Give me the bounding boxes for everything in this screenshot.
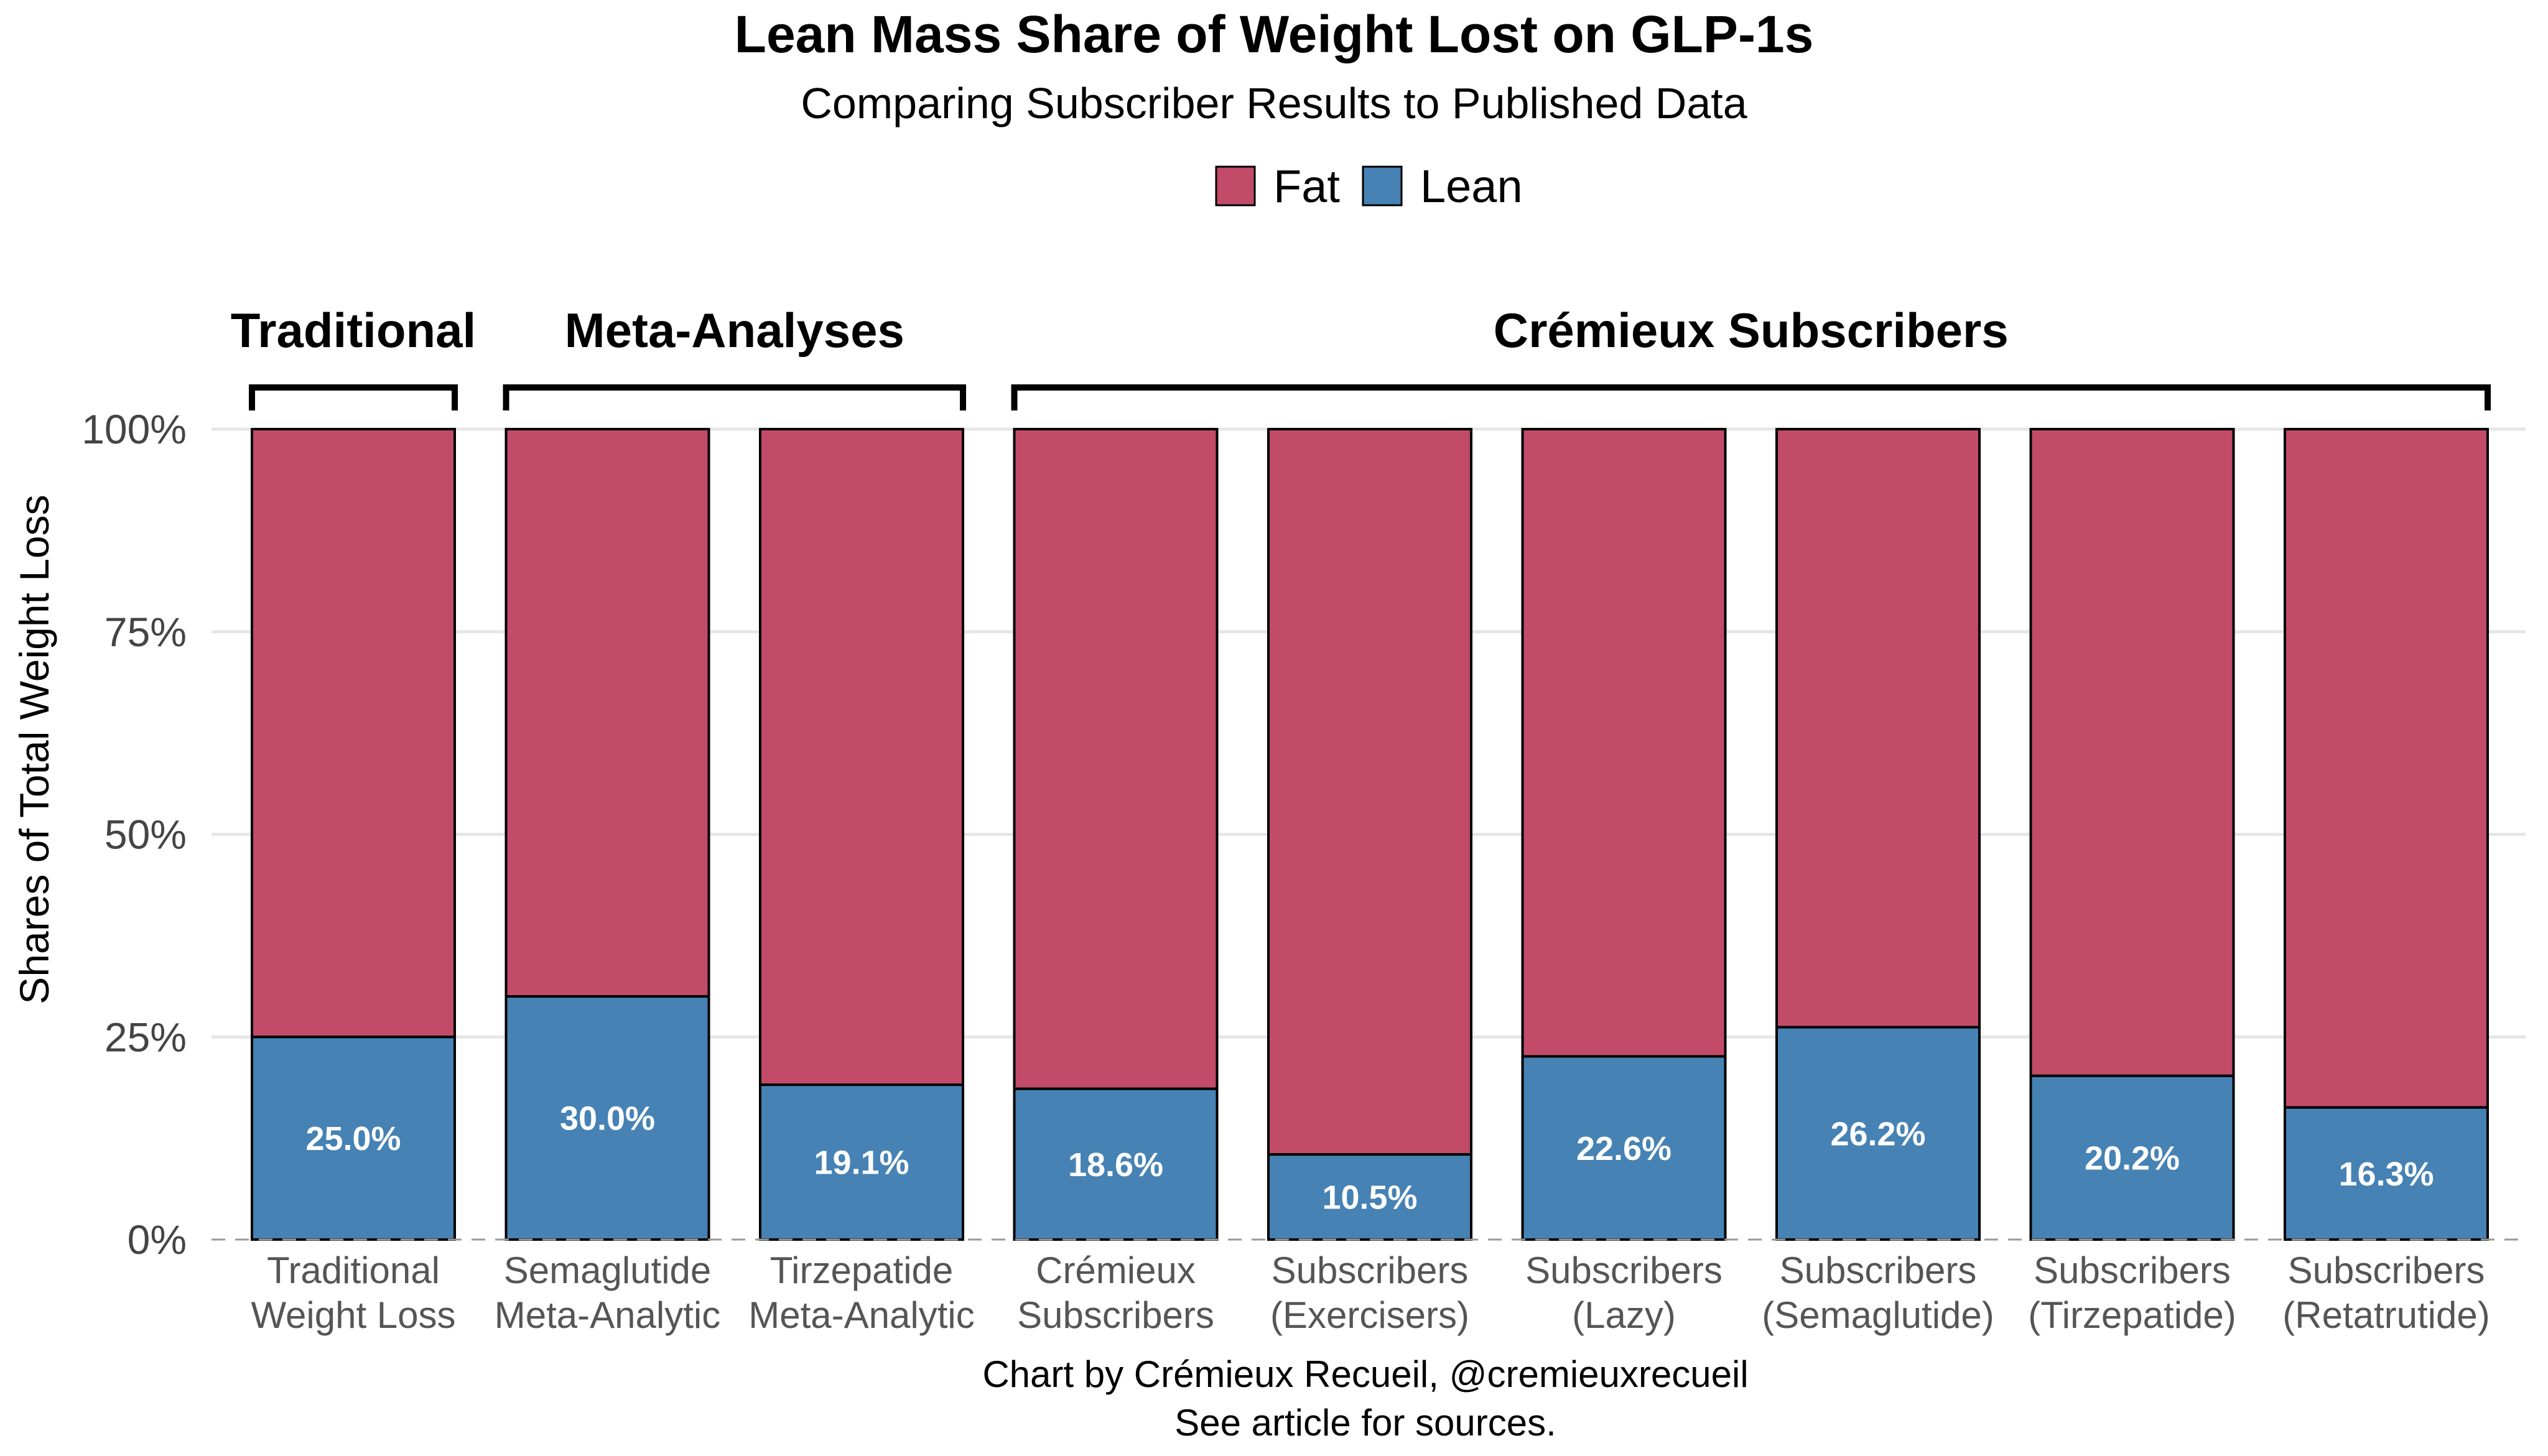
chart-subtitle: Comparing Subscriber Results to Publishe…: [801, 79, 1747, 128]
legend: Fat Lean: [1215, 160, 1523, 212]
x-tick-label: Crémieux Subscribers: [1017, 1250, 1214, 1336]
group-bracket: [1011, 384, 2491, 410]
legend-lean-label: Lean: [1420, 160, 1523, 212]
value-labels: 25.0% 30.0% 19.1% 18.6% 10.5% 22.6% 26.2% 20.2%…: [305, 1100, 2434, 1217]
y-tick-label: 100%: [81, 406, 187, 452]
legend-fat-swatch: [1215, 165, 1256, 206]
bar-fat: [251, 428, 456, 1039]
x-tick-label: Traditional Weight Loss: [251, 1250, 455, 1336]
x-tick-label: Semaglutide Meta-Analytic: [495, 1250, 720, 1336]
bar-lean: [2284, 1106, 2489, 1241]
legend-lean-swatch: [1362, 165, 1403, 206]
caption-line-1: Chart by Crémieux Recueil, @cremieuxrecu…: [982, 1353, 1748, 1395]
group-label: Crémieux Subscribers: [1494, 303, 2009, 358]
x-tick-label: Subscribers (Lazy): [1525, 1250, 1723, 1336]
group-bracket: [249, 384, 458, 410]
bar-lean: [1267, 1153, 1472, 1241]
y-axis-label: Shares of Total Weight Loss: [11, 494, 57, 1004]
bar-value-label: 18.6%: [1068, 1146, 1163, 1184]
x-tick-label: Subscribers (Retatrutide): [2282, 1250, 2490, 1336]
bar-value-label: 26.2%: [1830, 1115, 1925, 1152]
bar-fat: [2029, 428, 2235, 1077]
y-tick-label: 0%: [128, 1217, 187, 1263]
bar-fat: [1267, 428, 1472, 1156]
bar-lean: [1775, 1026, 1981, 1241]
bar-value-label: 25.0%: [305, 1120, 401, 1157]
bar-value-label: 10.5%: [1322, 1179, 1417, 1217]
x-tick-label: Subscribers (Semaglutide): [1762, 1250, 1994, 1336]
bar-lean: [504, 995, 710, 1241]
bar-lean: [2029, 1074, 2235, 1241]
group-label: Meta-Analyses: [565, 303, 904, 358]
bar-value-label: 22.6%: [1576, 1130, 1672, 1167]
y-tick-label: 25%: [105, 1014, 187, 1060]
bar-value-label: 30.0%: [560, 1100, 655, 1138]
bar-fat: [1775, 428, 1981, 1029]
bar-value-label: 16.3%: [2338, 1156, 2434, 1193]
bar-lean: [1013, 1087, 1219, 1241]
bar-fat: [2284, 428, 2489, 1109]
bar-lean: [1521, 1055, 1727, 1241]
group-label: Traditional: [231, 303, 476, 358]
x-tick-label: Subscribers (Tirzepatide): [2028, 1250, 2236, 1336]
bar-value-label: 20.2%: [2085, 1139, 2180, 1177]
bar-fat: [1521, 428, 1727, 1058]
bar-fat: [504, 428, 710, 998]
group-bracket: [503, 384, 966, 410]
x-axis-ticks: Traditional Weight Loss Semaglutide Meta-An…: [251, 1250, 2490, 1336]
y-tick-label: 75%: [105, 609, 187, 655]
group-brackets: Traditional Meta-Analyses Crémieux Subscri…: [231, 303, 2491, 410]
bar-lean: [759, 1083, 964, 1241]
bar-fat: [759, 428, 964, 1087]
bars: [251, 428, 2489, 1241]
y-tick-label: 50%: [105, 812, 187, 858]
chart-title: Lean Mass Share of Weight Lost on GLP-1s: [735, 5, 1814, 63]
bar-value-label: 19.1%: [814, 1144, 909, 1182]
y-axis-ticks: 0% 25% 50% 75% 100%: [81, 406, 187, 1263]
bar-fat: [1013, 428, 1219, 1090]
x-tick-label: Subscribers (Exercisers): [1270, 1250, 1469, 1336]
x-tick-label: Tirzepatide Meta-Analytic: [748, 1250, 974, 1336]
legend-fat-label: Fat: [1273, 160, 1340, 212]
caption-line-2: See article for sources.: [1174, 1402, 1556, 1444]
